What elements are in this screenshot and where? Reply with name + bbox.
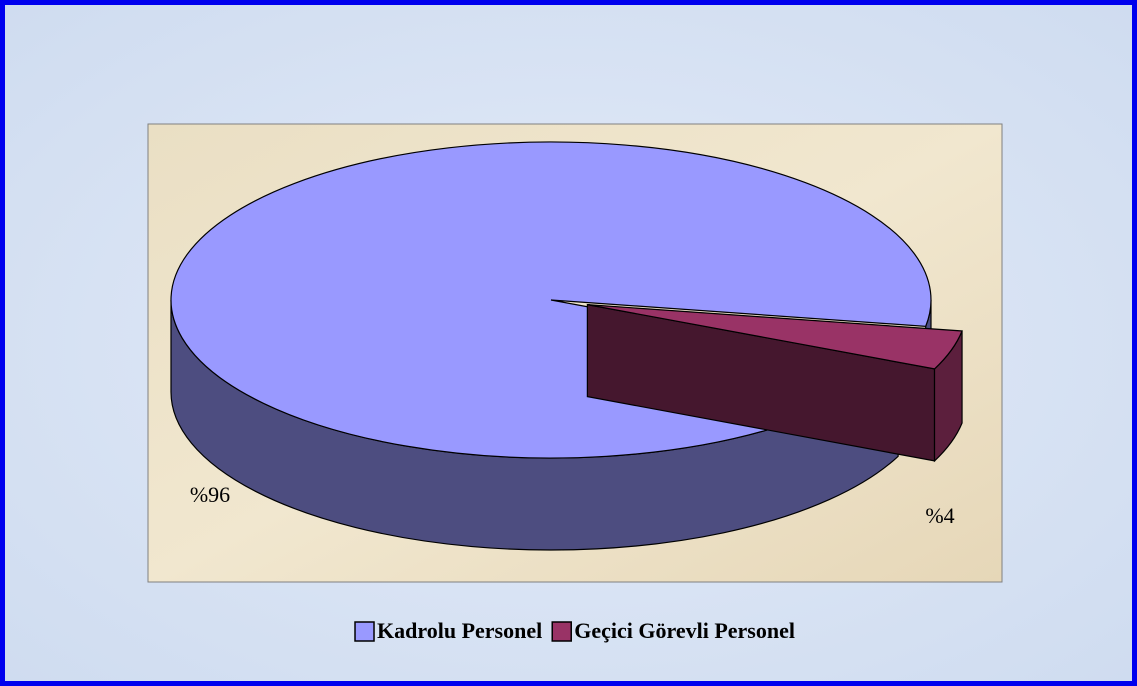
slice-top: [587, 304, 963, 370]
legend-swatch: [354, 621, 375, 642]
legend: Kadrolu Personel Geçici Görevli Personel: [354, 618, 795, 643]
legend-label: Geçici Görevli Personel: [574, 618, 795, 643]
data-label: %96: [190, 482, 230, 507]
legend-label: Kadrolu Personel: [377, 618, 542, 643]
pie: %96 %4: [170, 141, 963, 551]
legend-swatch: [551, 621, 572, 642]
data-label: %4: [925, 503, 954, 528]
slice: [586, 303, 963, 463]
